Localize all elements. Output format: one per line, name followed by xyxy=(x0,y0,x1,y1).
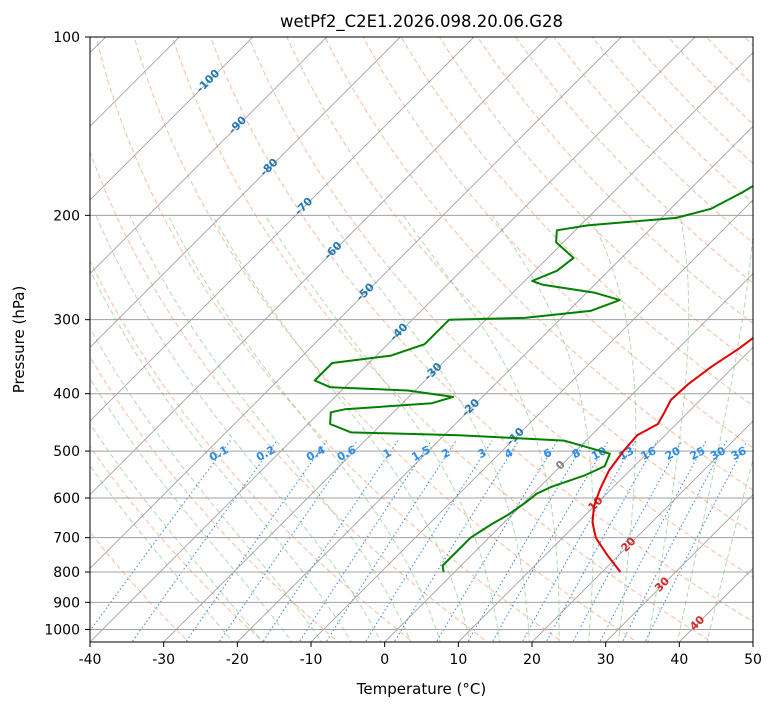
isotherm-line xyxy=(90,37,622,569)
x-tick-label: 30 xyxy=(597,652,615,668)
moist-adiabat-line xyxy=(706,457,753,642)
y-tick-label: 400 xyxy=(53,387,80,403)
y-axis: 100 200 300 400 500 600 700 800 900 1000 xyxy=(44,30,90,638)
mixing-ratio-label: 30 xyxy=(708,444,728,463)
mixing-ratio-label: 20 xyxy=(663,444,683,463)
moist-adiabat-line xyxy=(327,215,530,642)
dry-adiabat-line xyxy=(438,37,753,366)
x-tick-label: 10 xyxy=(449,652,467,668)
mixing-ratio-line xyxy=(325,440,457,642)
isotherm-line xyxy=(90,37,696,642)
moist-adiabats xyxy=(90,215,753,642)
chart-title: wetPf2_C2E1.2026.098.20.06.G28 xyxy=(280,12,563,32)
moist-adiabat-line xyxy=(402,215,560,642)
isotherm-line xyxy=(310,199,753,642)
mixing-ratio-line xyxy=(185,440,328,642)
mixing-ratio-line xyxy=(262,440,399,642)
mixing-ratio-line xyxy=(435,440,558,642)
y-tick-label: 100 xyxy=(53,30,80,46)
isotherm-line xyxy=(90,37,549,496)
temperature-profile-line xyxy=(591,336,753,573)
mixing-ratio-label: 13 xyxy=(617,444,637,463)
mixing-ratio-line xyxy=(131,440,278,642)
mixing-ratio-line xyxy=(621,440,728,642)
isotherm-line xyxy=(236,125,753,642)
dry-adiabat-line xyxy=(324,37,753,491)
isobars xyxy=(90,37,753,630)
x-tick-label: -30 xyxy=(152,652,175,668)
plot-area: -100-90-80-70-60-50-40-30-20-10010203040… xyxy=(90,37,753,642)
moist-adiabat-line xyxy=(90,377,293,642)
y-tick-label: 800 xyxy=(53,565,80,581)
moist-adiabat-line xyxy=(589,215,637,642)
moist-adiabat-line xyxy=(264,215,501,642)
y-tick-label: 600 xyxy=(53,491,80,507)
mixing-ratio-label: 36 xyxy=(729,444,749,463)
mixing-ratio-label: 25 xyxy=(688,444,708,463)
y-tick-label: 900 xyxy=(53,595,80,611)
x-tick-label: -10 xyxy=(300,652,323,668)
mixing-ratio-label: 16 xyxy=(639,444,659,463)
dry-adiabat-line xyxy=(248,37,753,578)
mixing-ratio-line xyxy=(364,440,493,642)
moist-adiabat-line xyxy=(90,269,352,642)
mixing-ratio-line xyxy=(298,440,432,642)
moist-adiabat-line xyxy=(212,215,471,642)
x-axis: -40 -30 -20 -10 0 10 20 30 40 50 xyxy=(79,642,762,668)
y-axis-label: Pressure (hPa) xyxy=(10,286,28,394)
isotherm-line xyxy=(457,346,753,642)
isotherm-line xyxy=(90,37,254,201)
isotherm-line xyxy=(90,37,401,348)
moist-adiabat-line xyxy=(95,215,382,642)
moist-adiabat-line xyxy=(676,226,753,642)
sounding-series xyxy=(313,184,753,573)
x-tick-label: 20 xyxy=(523,652,541,668)
x-tick-label: 0 xyxy=(380,652,389,668)
dewpoint-profile-line xyxy=(313,184,753,573)
isotherms xyxy=(90,37,753,642)
y-tick-label: 700 xyxy=(53,531,80,547)
x-tick-label: -40 xyxy=(79,652,102,668)
isotherm-line xyxy=(531,420,753,642)
dry-adiabat-line xyxy=(171,37,713,642)
y-tick-label: 300 xyxy=(53,313,80,329)
mixing-ratio-line xyxy=(521,440,637,642)
isotherm-line xyxy=(163,52,753,642)
mixing-ratio-line xyxy=(491,440,609,642)
x-tick-label: -20 xyxy=(226,652,249,668)
mixing-ratio-line xyxy=(599,440,707,642)
y-tick-label: 1000 xyxy=(44,622,80,638)
dry-adiabat-line xyxy=(362,37,753,449)
isotherm-line xyxy=(384,273,753,642)
dry-adiabat-line xyxy=(90,150,489,642)
mixing-ratio-line xyxy=(393,440,520,642)
moist-adiabat-line xyxy=(90,327,323,642)
x-tick-label: 50 xyxy=(744,652,762,668)
plot-frame xyxy=(89,36,754,643)
y-tick-label: 200 xyxy=(53,208,80,224)
x-axis-label: Temperature (°C) xyxy=(356,680,486,698)
isotherm-line xyxy=(90,37,475,422)
moist-adiabat-line xyxy=(90,422,264,642)
moist-adiabat-line xyxy=(129,215,412,642)
moist-adiabat-line xyxy=(491,215,594,642)
dry-adiabat-line xyxy=(286,37,753,534)
mixing-ratio-line xyxy=(572,440,683,642)
y-tick-label: 500 xyxy=(53,444,80,460)
moist-adiabat-line xyxy=(90,464,234,642)
isotherm-line xyxy=(90,37,328,275)
isotherm-line xyxy=(605,494,753,642)
moist-adiabat-line xyxy=(167,215,441,642)
x-tick-label: 40 xyxy=(670,652,688,668)
mixing-ratio-line xyxy=(545,440,659,642)
